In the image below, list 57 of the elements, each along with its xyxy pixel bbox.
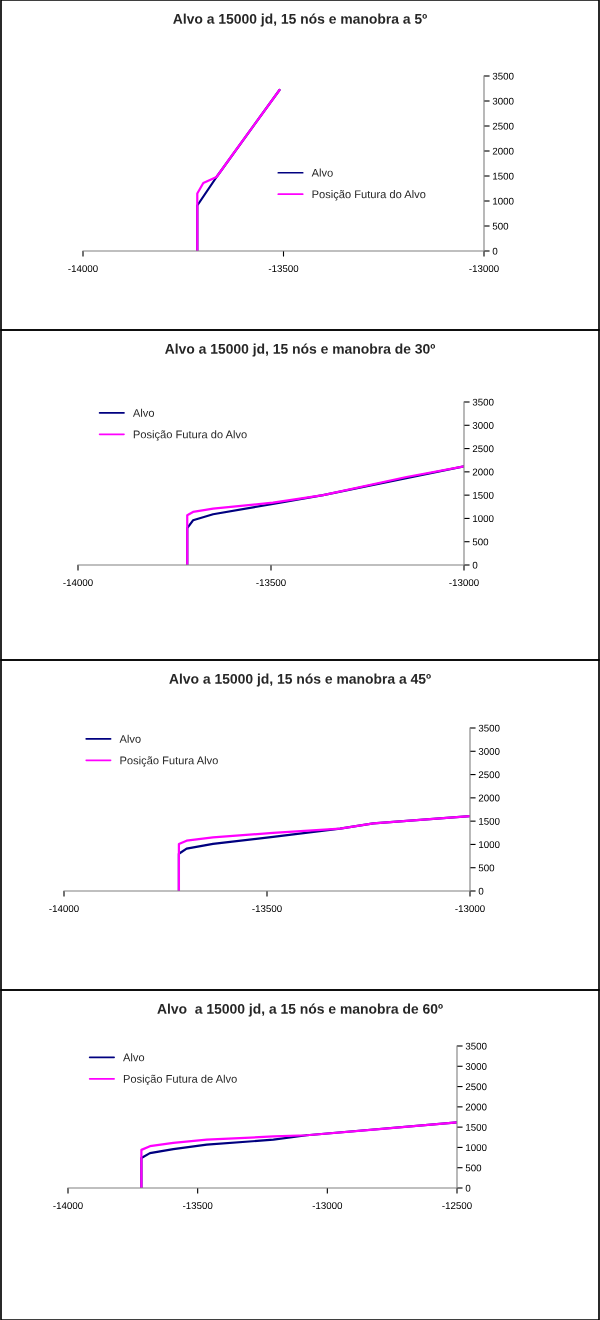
legend-label: Posição Futura de Alvo <box>123 1074 237 1086</box>
y-tick-label: 2000 <box>478 794 500 802</box>
y-tick-label: 0 <box>492 247 498 255</box>
y-tick-label: 1000 <box>493 197 514 205</box>
y-tick-label: 3000 <box>478 748 500 755</box>
x-tick-label: -14000 <box>49 905 79 913</box>
chart-title: Alvo a 15000 jd, a 15 nós e manobra de 60º <box>157 1003 443 1017</box>
y-tick-label: 2000 <box>492 147 514 155</box>
y-tick-label: 500 <box>465 1164 482 1172</box>
y-tick-label: 1500 <box>493 172 514 180</box>
y-tick-label: 2000 <box>472 468 494 476</box>
chart-title: Alvo a 15000 jd, 15 nós e manobra de 30º <box>165 343 436 357</box>
y-tick-label: 500 <box>492 222 509 230</box>
legend-label: Posição Futura do Alvo <box>312 190 426 201</box>
x-tick-label: -13000 <box>449 579 479 587</box>
x-tick-label: -14000 <box>53 1202 83 1210</box>
y-tick-label: 2500 <box>465 1083 487 1091</box>
y-tick-label: 3000 <box>472 422 494 429</box>
y-tick-label: 1500 <box>473 491 494 499</box>
legend-label: Alvo <box>132 408 155 417</box>
y-tick-label: 500 <box>472 538 489 546</box>
y-tick-label: 2500 <box>478 771 500 779</box>
y-tick-label: 0 <box>465 1184 471 1192</box>
chart-title: Alvo a 15000 jd, 15 nós e manobra a 5º <box>173 13 427 27</box>
y-tick-label: 1500 <box>479 817 500 825</box>
y-tick-label: 1000 <box>473 515 494 523</box>
legend-label: Alvo <box>311 168 333 177</box>
x-tick-label: -14000 <box>68 265 98 273</box>
legend-label: Posição Futura do Alvo <box>133 430 247 441</box>
y-tick-label: 1500 <box>466 1123 487 1131</box>
x-tick-label: -13500 <box>256 579 286 587</box>
y-tick-label: 2500 <box>492 122 514 130</box>
x-tick-label: -13500 <box>268 265 299 273</box>
y-tick-label: 2500 <box>472 445 494 453</box>
x-tick-label: -14000 <box>63 579 93 587</box>
x-tick-label: -13000 <box>469 265 499 273</box>
x-tick-label: -13000 <box>312 1202 343 1210</box>
legend-label: Posição Futura Alvo <box>120 756 218 767</box>
x-tick-label: -12500 <box>442 1202 472 1210</box>
y-tick-label: 500 <box>478 864 495 872</box>
x-tick-label: -13000 <box>455 905 485 913</box>
y-tick-label: 2000 <box>465 1103 487 1111</box>
y-tick-label: 1000 <box>466 1144 487 1152</box>
legend-label: Alvo <box>119 734 141 743</box>
y-tick-label: 3500 <box>492 72 514 80</box>
legend-label: Alvo <box>123 1053 145 1062</box>
chart-title: Alvo a 15000 jd, 15 nós e manobra a 45º <box>169 673 431 687</box>
x-tick-label: -13500 <box>182 1202 213 1210</box>
y-tick-label: 0 <box>478 887 484 895</box>
y-tick-label: 3500 <box>478 724 500 732</box>
y-tick-label: 3500 <box>472 398 494 406</box>
y-tick-label: 1000 <box>479 841 500 849</box>
y-tick-label: 3500 <box>465 1042 487 1050</box>
y-tick-label: 0 <box>472 561 478 569</box>
y-tick-label: 3000 <box>492 97 514 105</box>
x-tick-label: -13500 <box>252 905 282 913</box>
y-tick-label: 3000 <box>465 1063 487 1070</box>
